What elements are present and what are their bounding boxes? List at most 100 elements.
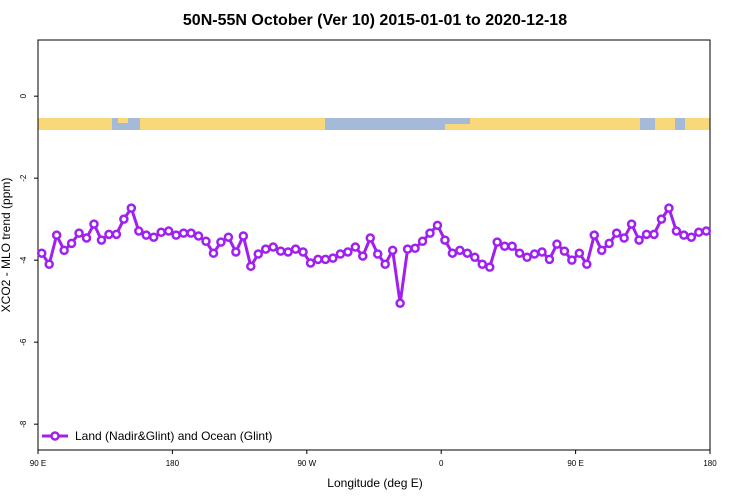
point xyxy=(111,229,122,240)
x-tick-label: 90 W xyxy=(297,459,316,468)
point xyxy=(686,232,697,242)
point xyxy=(275,246,286,256)
point xyxy=(552,239,562,249)
point xyxy=(425,228,435,238)
point xyxy=(567,255,577,265)
point xyxy=(514,248,525,258)
point xyxy=(387,245,398,256)
point xyxy=(104,229,114,240)
point xyxy=(268,242,278,252)
land-strip xyxy=(38,118,710,130)
point xyxy=(163,226,174,236)
point xyxy=(596,245,607,256)
point xyxy=(537,247,547,257)
x-tick-label: 180 xyxy=(703,459,717,468)
point xyxy=(89,219,99,229)
x-tick-label: 90 E xyxy=(30,459,46,468)
plot-frame xyxy=(37,39,711,451)
point xyxy=(178,228,189,238)
point xyxy=(148,232,159,242)
point xyxy=(290,244,301,254)
point xyxy=(529,249,540,259)
point xyxy=(694,227,704,238)
point xyxy=(656,214,667,224)
legend-marker xyxy=(50,431,60,441)
point xyxy=(201,236,211,247)
point xyxy=(51,230,62,240)
point xyxy=(477,259,488,270)
point xyxy=(141,230,152,240)
point xyxy=(462,248,473,258)
point xyxy=(402,244,413,254)
point xyxy=(66,238,77,249)
point xyxy=(455,245,465,256)
point xyxy=(447,248,458,258)
point xyxy=(574,248,585,258)
point xyxy=(522,252,532,263)
point xyxy=(582,259,592,270)
point xyxy=(156,227,166,238)
point xyxy=(470,252,480,263)
point xyxy=(223,232,234,242)
point xyxy=(410,243,420,254)
point xyxy=(186,228,196,238)
point xyxy=(440,235,450,245)
point xyxy=(641,229,652,240)
point xyxy=(611,228,622,238)
point xyxy=(380,259,390,270)
point xyxy=(44,259,54,270)
point xyxy=(260,244,271,254)
chart-title: 50N-55N October (Ver 10) 2015-01-01 to 2… xyxy=(183,12,567,29)
point xyxy=(358,251,368,261)
point xyxy=(208,248,219,258)
point xyxy=(492,237,502,247)
point xyxy=(59,245,69,256)
point xyxy=(313,254,323,265)
y-tick-label: 0 xyxy=(19,93,28,98)
point xyxy=(216,237,226,247)
y-tick-label: -6 xyxy=(19,338,28,346)
point xyxy=(96,235,107,245)
point xyxy=(231,247,241,257)
point xyxy=(238,231,249,241)
point xyxy=(246,261,256,272)
point xyxy=(484,262,495,272)
x-tick-label: 90 E xyxy=(567,459,583,468)
x-tick-label: 0 xyxy=(439,459,444,468)
point xyxy=(365,233,376,243)
point xyxy=(283,247,293,257)
point xyxy=(701,226,712,236)
point xyxy=(134,226,144,236)
point xyxy=(432,220,443,231)
point xyxy=(649,229,659,240)
point xyxy=(589,230,600,240)
point xyxy=(619,233,629,243)
point xyxy=(343,247,353,257)
point xyxy=(74,228,84,238)
point xyxy=(604,238,614,249)
point xyxy=(171,230,181,240)
point xyxy=(298,247,308,257)
point xyxy=(671,226,682,236)
point xyxy=(499,241,510,251)
point xyxy=(417,236,428,247)
y-axis-label: XCO2 - MLO trend (ppm) xyxy=(0,178,13,313)
point xyxy=(193,231,204,241)
point xyxy=(320,254,331,265)
y-tick-label: -4 xyxy=(19,256,28,264)
point xyxy=(626,219,637,229)
point xyxy=(335,249,346,259)
point xyxy=(634,235,644,245)
point xyxy=(372,249,383,259)
point xyxy=(126,203,137,213)
point xyxy=(36,248,47,258)
legend-label: Land (Nadir&Glint) and Ocean (Glint) xyxy=(75,429,272,443)
point xyxy=(679,230,689,240)
point xyxy=(328,253,338,263)
y-tick-label: -2 xyxy=(19,174,28,182)
point xyxy=(559,246,570,256)
point xyxy=(664,203,674,213)
point xyxy=(119,214,129,224)
